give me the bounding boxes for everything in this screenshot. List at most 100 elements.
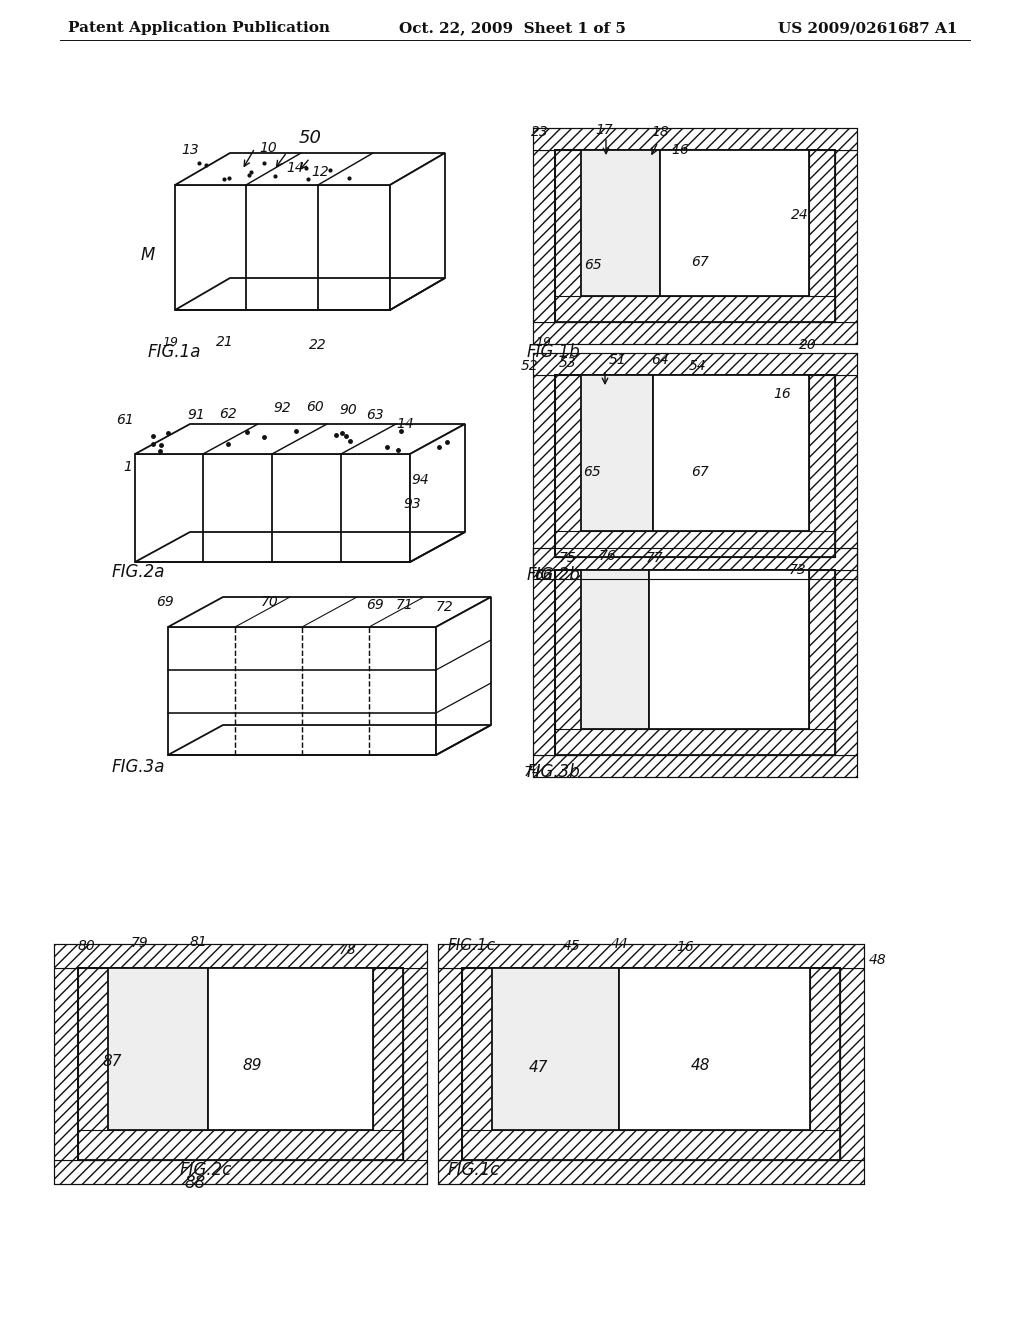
Text: 47: 47 (528, 1060, 548, 1076)
Polygon shape (168, 597, 490, 627)
Polygon shape (462, 1130, 840, 1160)
Polygon shape (175, 185, 390, 310)
Bar (555, 150, 835, 322)
Bar (660, 150, 809, 296)
Text: 91: 91 (187, 408, 205, 422)
Polygon shape (78, 968, 108, 1160)
Text: 89: 89 (243, 1057, 262, 1072)
Text: 77: 77 (646, 550, 664, 565)
Text: M: M (141, 246, 156, 264)
Text: 48: 48 (869, 953, 887, 968)
Text: FIG.1b: FIG.1b (527, 343, 581, 360)
Text: 74: 74 (524, 766, 542, 779)
Text: 45: 45 (563, 939, 581, 953)
Polygon shape (534, 150, 555, 322)
Text: FIG.2c: FIG.2c (180, 1162, 232, 1179)
Polygon shape (534, 570, 555, 755)
Polygon shape (390, 153, 445, 310)
Bar (462, 968, 840, 1160)
Polygon shape (555, 375, 581, 557)
Text: 80: 80 (77, 939, 95, 953)
Polygon shape (175, 279, 445, 310)
Text: 16: 16 (773, 387, 791, 401)
Polygon shape (555, 729, 835, 755)
Polygon shape (168, 627, 436, 755)
Bar (581, 150, 660, 296)
Text: 24: 24 (792, 209, 809, 222)
Text: 69: 69 (367, 598, 384, 612)
Text: 87: 87 (102, 1055, 122, 1069)
Text: 1: 1 (124, 459, 132, 474)
Text: 48: 48 (690, 1057, 710, 1072)
Polygon shape (135, 532, 465, 562)
Bar (653, 375, 809, 531)
Text: 53: 53 (559, 356, 577, 370)
Text: 72: 72 (436, 601, 454, 614)
Polygon shape (835, 570, 857, 755)
Polygon shape (555, 150, 581, 322)
Polygon shape (436, 597, 490, 755)
Polygon shape (438, 944, 864, 968)
Text: 10: 10 (259, 141, 276, 154)
Polygon shape (462, 968, 492, 1160)
Text: 78: 78 (339, 942, 357, 957)
Text: FIG.3a: FIG.3a (112, 758, 166, 776)
Polygon shape (54, 944, 427, 968)
Text: 67: 67 (691, 465, 709, 479)
Text: 75: 75 (559, 550, 577, 565)
Polygon shape (555, 296, 835, 322)
Text: 54: 54 (689, 359, 707, 374)
Text: 93: 93 (403, 498, 421, 511)
Text: Patent Application Publication: Patent Application Publication (68, 21, 330, 36)
Text: 90: 90 (339, 403, 357, 417)
Polygon shape (534, 322, 857, 345)
Polygon shape (555, 531, 835, 557)
Polygon shape (534, 352, 857, 375)
Polygon shape (809, 375, 835, 557)
Polygon shape (438, 1160, 864, 1184)
Text: 66: 66 (535, 568, 552, 582)
Text: 19: 19 (535, 335, 551, 348)
Polygon shape (135, 454, 410, 562)
Text: FIG.3b: FIG.3b (527, 763, 581, 781)
Text: 69: 69 (156, 595, 174, 609)
Polygon shape (809, 150, 835, 322)
Text: 12: 12 (311, 165, 329, 180)
Text: US 2009/0261687 A1: US 2009/0261687 A1 (778, 21, 958, 36)
Text: 65: 65 (583, 465, 601, 479)
Polygon shape (810, 968, 840, 1160)
Text: FIG.1c: FIG.1c (449, 939, 496, 953)
Polygon shape (175, 153, 445, 185)
Text: 17: 17 (595, 123, 613, 137)
Polygon shape (78, 1130, 403, 1160)
Text: FIG.1a: FIG.1a (148, 343, 202, 360)
Text: 73: 73 (790, 564, 807, 577)
Text: 20: 20 (799, 338, 817, 352)
Bar (581, 570, 649, 729)
Bar (555, 570, 835, 755)
Text: 14: 14 (396, 417, 414, 432)
Text: 51: 51 (609, 352, 627, 367)
Polygon shape (403, 968, 427, 1160)
Text: 13: 13 (181, 143, 199, 157)
Text: 21: 21 (216, 335, 233, 348)
Bar (555, 150, 835, 322)
Polygon shape (54, 968, 78, 1160)
Text: 64: 64 (651, 352, 669, 367)
Text: 60: 60 (306, 400, 324, 414)
Bar (108, 968, 208, 1130)
Polygon shape (835, 375, 857, 557)
Polygon shape (835, 150, 857, 322)
Text: 67: 67 (691, 255, 709, 269)
Bar (618, 968, 810, 1130)
Bar (78, 968, 403, 1160)
Text: 18: 18 (651, 125, 669, 139)
Bar (555, 570, 835, 755)
Text: FIG.2b: FIG.2b (527, 566, 581, 583)
Text: 88: 88 (184, 1173, 206, 1192)
Bar (555, 375, 835, 557)
Polygon shape (534, 375, 555, 557)
Polygon shape (135, 424, 465, 454)
Polygon shape (534, 557, 857, 579)
Text: 44: 44 (611, 937, 629, 950)
